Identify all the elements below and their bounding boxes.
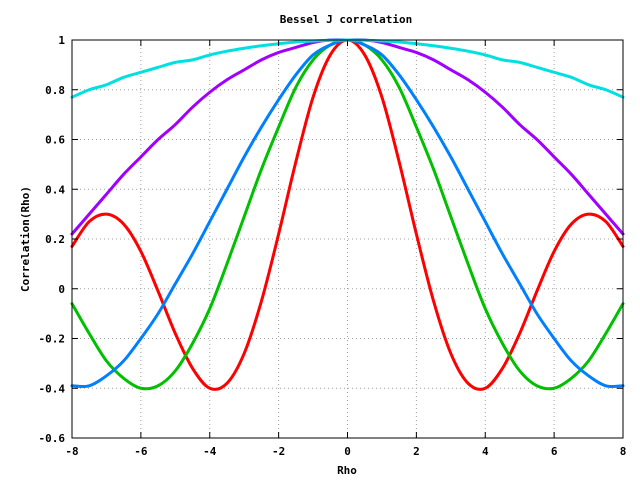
x-tick-label: 6 [551, 445, 558, 458]
y-tick-label: 0 [58, 283, 65, 296]
x-tick-label: 8 [620, 445, 627, 458]
x-tick-label: -4 [203, 445, 217, 458]
x-tick-label: 2 [413, 445, 420, 458]
chart-title: Bessel J correlation [280, 13, 412, 26]
grid [72, 40, 623, 438]
y-tick-label: 0.4 [45, 183, 65, 196]
y-tick-label: -0.6 [39, 432, 66, 445]
y-tick-label: 1 [58, 34, 65, 47]
x-tick-label: 0 [344, 445, 351, 458]
tick-marks [71, 39, 624, 439]
x-tick-label: -8 [65, 445, 78, 458]
x-tick-label: 4 [482, 445, 489, 458]
y-tick-label: 0.6 [45, 134, 65, 147]
y-tick-label: -0.4 [39, 382, 66, 395]
x-tick-label: -2 [272, 445, 285, 458]
y-axis-label: Correlation(Rho) [19, 186, 32, 292]
x-tick-labels: -8 -6 -4 -2 0 2 4 6 8 [65, 445, 626, 458]
x-tick-label: -6 [134, 445, 148, 458]
series-line-3 [70, 38, 625, 388]
x-axis-label: Rho [337, 464, 357, 477]
y-tick-labels: -0.6 -0.4 -0.2 0 0.2 0.4 0.6 0.8 1 [39, 34, 66, 445]
y-tick-label: -0.2 [39, 333, 66, 346]
y-tick-label: 0.2 [45, 233, 65, 246]
y-tick-label: 0.8 [45, 84, 65, 97]
